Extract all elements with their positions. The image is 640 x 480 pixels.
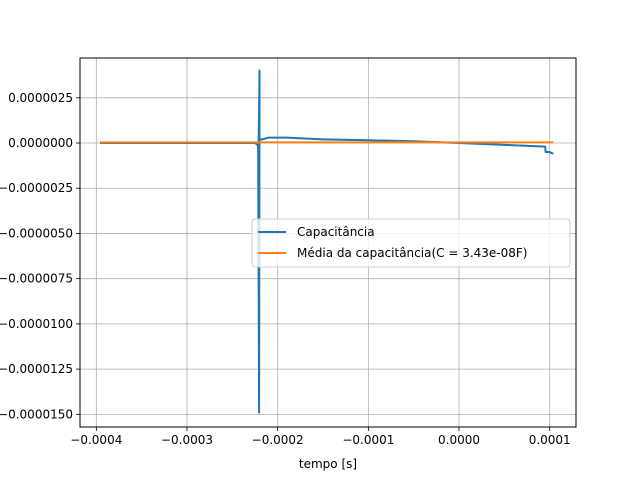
x-tick-label: −0.0002 xyxy=(252,433,304,447)
y-tick-label: −0.0000125 xyxy=(0,362,73,376)
x-tick-label: −0.0004 xyxy=(70,433,122,447)
y-tick-label: −0.0000075 xyxy=(0,272,73,286)
legend-frame xyxy=(251,218,571,268)
y-tick-label: −0.0000100 xyxy=(0,317,73,331)
y-tick-label: 0.0000025 xyxy=(8,91,73,105)
y-tick-label: −0.0000150 xyxy=(0,407,73,421)
x-tick-label: −0.0003 xyxy=(161,433,213,447)
x-axis-label: tempo [s] xyxy=(299,457,357,471)
y-tick-label: −0.0000050 xyxy=(0,226,73,240)
series-layer xyxy=(99,69,554,414)
y-tick-label: −0.0000025 xyxy=(0,181,73,195)
x-ticks: −0.0004 −0.0003 −0.0002 −0.0001 0.0000 0.0001 xyxy=(70,427,571,447)
x-tick-label: 0.0001 xyxy=(529,433,571,447)
legend: Capacitância Média da capacitância(C = 3… xyxy=(251,218,571,268)
plot-frame xyxy=(79,57,577,428)
x-tick-label: −0.0001 xyxy=(342,433,394,447)
y-tick-label: 0.0000000 xyxy=(8,136,73,150)
x-tick-label: 0.0000 xyxy=(438,433,480,447)
series-capacitancia-line xyxy=(99,69,554,414)
legend-label-capacitancia: Capacitância xyxy=(297,225,375,239)
y-ticks: 0.0000025 0.0000000 −0.0000025 −0.0000050 −0… xyxy=(0,91,80,421)
legend-label-media: Média da capacitância(C = 3.43e-08F) xyxy=(297,246,527,260)
